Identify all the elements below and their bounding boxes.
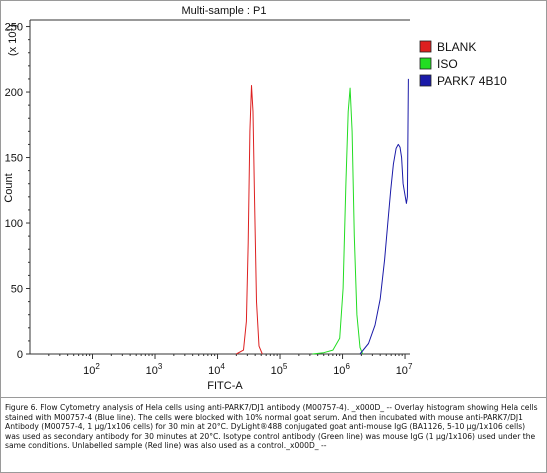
legend-swatch <box>419 57 432 70</box>
x-axis-label: FITC-A <box>207 380 243 392</box>
y-tick-label: 150 <box>5 153 23 165</box>
y-tick-label: 200 <box>5 87 23 99</box>
x-tick-label: 107 <box>396 362 413 377</box>
plot-area: 0 50 100 150 200 250 102 103 104 105 106 107 <box>5 19 413 377</box>
legend: BLANK ISO PARK7 4B10 <box>419 40 507 88</box>
legend-label: PARK7 4B10 <box>437 74 507 88</box>
legend-label: ISO <box>437 57 458 71</box>
y-tick-label: 100 <box>5 218 23 230</box>
x-tick-label: 102 <box>83 362 100 377</box>
y-tick-label: 250 <box>5 22 23 34</box>
x-tick-label: 104 <box>208 362 225 377</box>
y-tick-label: 0 <box>17 349 23 361</box>
series-line-2 <box>312 87 364 355</box>
x-tick-label: 103 <box>146 362 163 377</box>
flow-cytometry-histogram: Multi-sample : P1 (x 101) Count FITC-A 0… <box>3 5 507 392</box>
series-line-1 <box>236 85 263 355</box>
y-tick-label: 50 <box>11 284 23 296</box>
x-tick-label: 106 <box>333 362 350 377</box>
y-multiplier-label: (x 101) <box>7 24 19 56</box>
series-line-3 <box>359 78 409 355</box>
legend-label: BLANK <box>437 40 476 54</box>
chart-title: Multi-sample : P1 <box>182 5 267 17</box>
x-tick-label: 105 <box>271 362 288 377</box>
figure-caption: Figure 6. Flow Cytometry analysis of Hel… <box>0 397 547 473</box>
legend-swatch <box>419 40 432 53</box>
y-axis-label: Count <box>3 173 15 202</box>
legend-swatch <box>419 74 432 87</box>
